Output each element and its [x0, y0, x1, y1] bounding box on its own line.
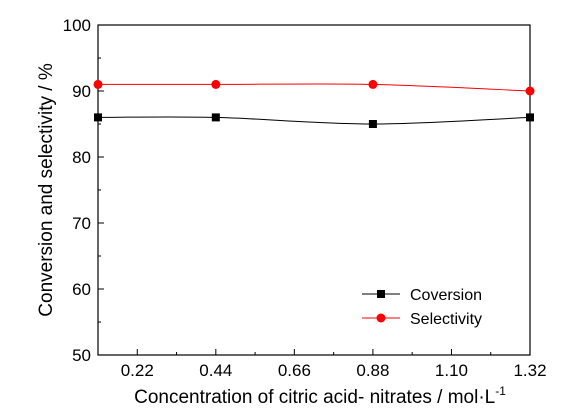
y-tick-label: 70 — [72, 214, 91, 233]
x-axis-label: Concentration of citric acid- nitrates /… — [134, 384, 506, 408]
x-axis-label-text: Concentration of citric acid- nitrates /… — [134, 387, 495, 408]
x-tick-label: 0.22 — [121, 361, 154, 380]
series-layer — [93, 79, 535, 128]
series-selectivity — [93, 79, 535, 96]
y-tick-label: 80 — [72, 148, 91, 167]
x-tick-label: 1.10 — [435, 361, 468, 380]
y-tick-label: 100 — [63, 16, 91, 35]
legend: Coversion Selectivity — [362, 287, 482, 328]
legend-item: Selectivity — [362, 311, 482, 328]
series-line — [98, 83, 531, 92]
x-axis-label-superscript: -1 — [495, 384, 506, 398]
data-point — [211, 79, 221, 89]
legend-marker — [377, 290, 385, 298]
x-tick-label: 0.88 — [356, 361, 389, 380]
data-point — [368, 120, 377, 128]
data-point — [211, 113, 220, 122]
plot-frame — [97, 24, 531, 356]
data-point — [526, 113, 534, 122]
x-tick-label: 0.66 — [278, 361, 311, 380]
y-axis-label: Conversion and selectivity / % — [36, 63, 57, 317]
series-coversion — [94, 113, 534, 128]
series-line — [97, 116, 531, 125]
x-axis-ticks: 0.22 0.44 0.66 0.88 1.10 1.32 — [97, 349, 547, 380]
y-tick-label: 90 — [72, 82, 91, 101]
data-point — [368, 79, 378, 89]
y-axis-ticks: 50 60 70 80 90 100 — [63, 16, 104, 365]
legend-label: Selectivity — [410, 311, 482, 328]
y-tick-label: 60 — [72, 280, 91, 299]
data-point — [94, 113, 102, 122]
x-tick-label: 0.44 — [199, 361, 232, 380]
legend-item: Coversion — [362, 287, 482, 304]
x-tick-label: 1.32 — [513, 361, 546, 380]
legend-marker — [376, 313, 386, 323]
data-point — [525, 86, 535, 96]
y-tick-label: 50 — [72, 346, 91, 365]
data-point — [93, 79, 103, 89]
legend-label: Coversion — [410, 287, 482, 304]
